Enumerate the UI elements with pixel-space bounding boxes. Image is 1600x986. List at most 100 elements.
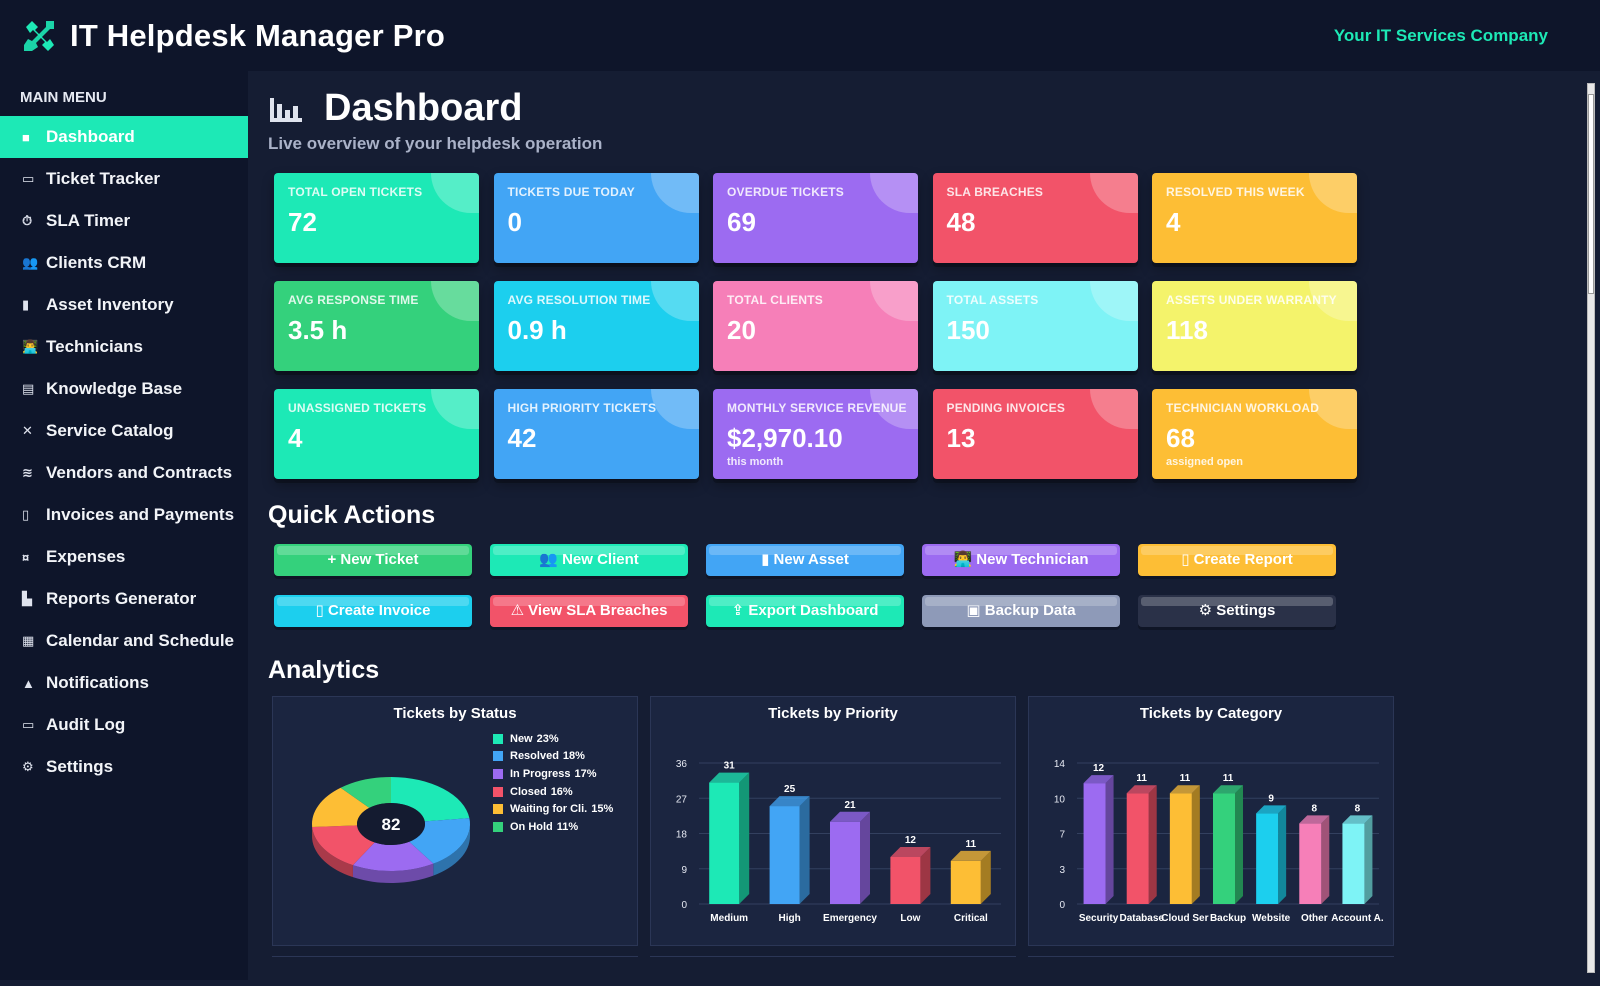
- bar[interactable]: [830, 822, 860, 904]
- stat-note: this month: [727, 456, 904, 468]
- stat-label: TOTAL ASSETS: [947, 293, 1124, 307]
- stat-value: 118: [1166, 315, 1343, 346]
- bar-value-label: 8: [1312, 803, 1318, 814]
- bar[interactable]: [1170, 793, 1192, 904]
- stat-value: 150: [947, 315, 1124, 346]
- x-tick-label: High: [778, 913, 800, 924]
- stat-card-total-assets[interactable]: TOTAL ASSETS 150: [933, 281, 1138, 371]
- sidebar-item-settings[interactable]: ⚙Settings: [0, 746, 248, 788]
- scrollbar-thumb[interactable]: [1588, 94, 1594, 294]
- gear-icon: ⚙: [22, 759, 46, 775]
- sidebar-item-label: Dashboard: [46, 127, 135, 147]
- bar-value-label: 9: [1268, 793, 1274, 804]
- bar[interactable]: [770, 806, 800, 904]
- sidebar-item-label: SLA Timer: [46, 211, 130, 231]
- new-technician-button[interactable]: 👨‍💻 New Technician: [922, 544, 1120, 576]
- scrollbar-track[interactable]: [1587, 83, 1595, 973]
- stat-value: 0.9 h: [508, 315, 685, 346]
- bar-value-label: 11: [1136, 773, 1147, 784]
- bar[interactable]: [951, 861, 981, 904]
- sidebar-item-reports-generator[interactable]: ▙Reports Generator: [0, 578, 248, 620]
- stat-card-avg-response-time[interactable]: AVG RESPONSE TIME 3.5 h: [274, 281, 479, 371]
- settings-button[interactable]: ⚙ Settings: [1138, 595, 1336, 627]
- button-label: ▣ Backup Data: [966, 602, 1075, 619]
- y-tick-label: 36: [676, 759, 688, 770]
- stat-label: AVG RESPONSE TIME: [288, 293, 465, 307]
- sidebar-item-expenses[interactable]: ¤Expenses: [0, 536, 248, 578]
- bar[interactable]: [1213, 793, 1235, 904]
- sidebar-item-technicians[interactable]: 👨‍💻Technicians: [0, 326, 248, 368]
- stat-value: 42: [508, 423, 685, 454]
- stat-label: UNASSIGNED TICKETS: [288, 401, 465, 415]
- x-tick-label: Medium: [710, 913, 748, 924]
- create-report-button[interactable]: ▯ Create Report: [1138, 544, 1336, 576]
- sidebar-item-clients-crm[interactable]: 👥Clients CRM: [0, 242, 248, 284]
- stat-value: 69: [727, 207, 904, 238]
- button-label: ▯ Create Invoice: [316, 602, 431, 619]
- backup-data-button[interactable]: ▣ Backup Data: [922, 595, 1120, 627]
- bar[interactable]: [1256, 813, 1278, 904]
- sidebar-item-label: Ticket Tracker: [46, 169, 160, 189]
- sidebar-item-audit-log[interactable]: ▭Audit Log: [0, 704, 248, 746]
- x-tick-label: Security: [1079, 913, 1119, 924]
- scrollbar[interactable]: [1580, 71, 1600, 980]
- log-icon: ▭: [22, 717, 46, 733]
- sidebar-item-vendors-and-contracts[interactable]: ≋Vendors and Contracts: [0, 452, 248, 494]
- panel-divider: [650, 956, 1016, 986]
- quick-actions-title: Quick Actions: [268, 501, 435, 530]
- x-tick-label: Account A.: [1331, 913, 1384, 924]
- stat-value: 3.5 h: [288, 315, 465, 346]
- money-icon: ¤: [22, 550, 46, 565]
- sidebar-item-knowledge-base[interactable]: ▤Knowledge Base: [0, 368, 248, 410]
- bar[interactable]: [1127, 793, 1149, 904]
- sidebar-item-ticket-tracker[interactable]: ▭Ticket Tracker: [0, 158, 248, 200]
- y-tick-label: 18: [676, 830, 688, 841]
- export-dashboard-button[interactable]: ⇪ Export Dashboard: [706, 595, 904, 627]
- sidebar-item-invoices-and-payments[interactable]: ▯Invoices and Payments: [0, 494, 248, 536]
- new-ticket-button[interactable]: + New Ticket: [274, 544, 472, 576]
- panel-divider: [272, 956, 638, 986]
- sidebar-item-label: Settings: [46, 757, 113, 777]
- bar[interactable]: [890, 857, 920, 904]
- stat-label: SLA BREACHES: [947, 185, 1124, 199]
- sidebar-menu: ■Dashboard▭Ticket Tracker⏱SLA Timer👥Clie…: [0, 116, 248, 788]
- sidebar-item-service-catalog[interactable]: ✕Service Catalog: [0, 410, 248, 452]
- top-bar: IT Helpdesk Manager Pro Your IT Services…: [0, 0, 1600, 71]
- sidebar-item-label: Calendar and Schedule: [46, 631, 234, 651]
- sidebar-item-dashboard[interactable]: ■Dashboard: [0, 116, 248, 158]
- view-sla-breaches-button[interactable]: ⚠ View SLA Breaches: [490, 595, 688, 627]
- bar[interactable]: [1084, 783, 1106, 904]
- sidebar-item-sla-timer[interactable]: ⏱SLA Timer: [0, 200, 248, 242]
- bar[interactable]: [1342, 823, 1364, 904]
- button-label: ⚙ Settings: [1199, 602, 1276, 619]
- timer-icon: ⏱: [22, 213, 46, 229]
- bar-value-label: 31: [724, 761, 736, 772]
- legend-swatch: [493, 769, 503, 779]
- legend-label: On Hold: [510, 821, 553, 833]
- sidebar-item-asset-inventory[interactable]: ▮Asset Inventory: [0, 284, 248, 326]
- sidebar-item-notifications[interactable]: ▲Notifications: [0, 662, 248, 704]
- create-invoice-button[interactable]: ▯ Create Invoice: [274, 595, 472, 627]
- new-asset-button[interactable]: ▮ New Asset: [706, 544, 904, 576]
- new-client-button[interactable]: 👥 New Client: [490, 544, 688, 576]
- sidebar-item-calendar-and-schedule[interactable]: ▦Calendar and Schedule: [0, 620, 248, 662]
- x-tick-label: Database: [1119, 913, 1164, 924]
- bar[interactable]: [709, 783, 739, 904]
- bar[interactable]: [1299, 823, 1321, 904]
